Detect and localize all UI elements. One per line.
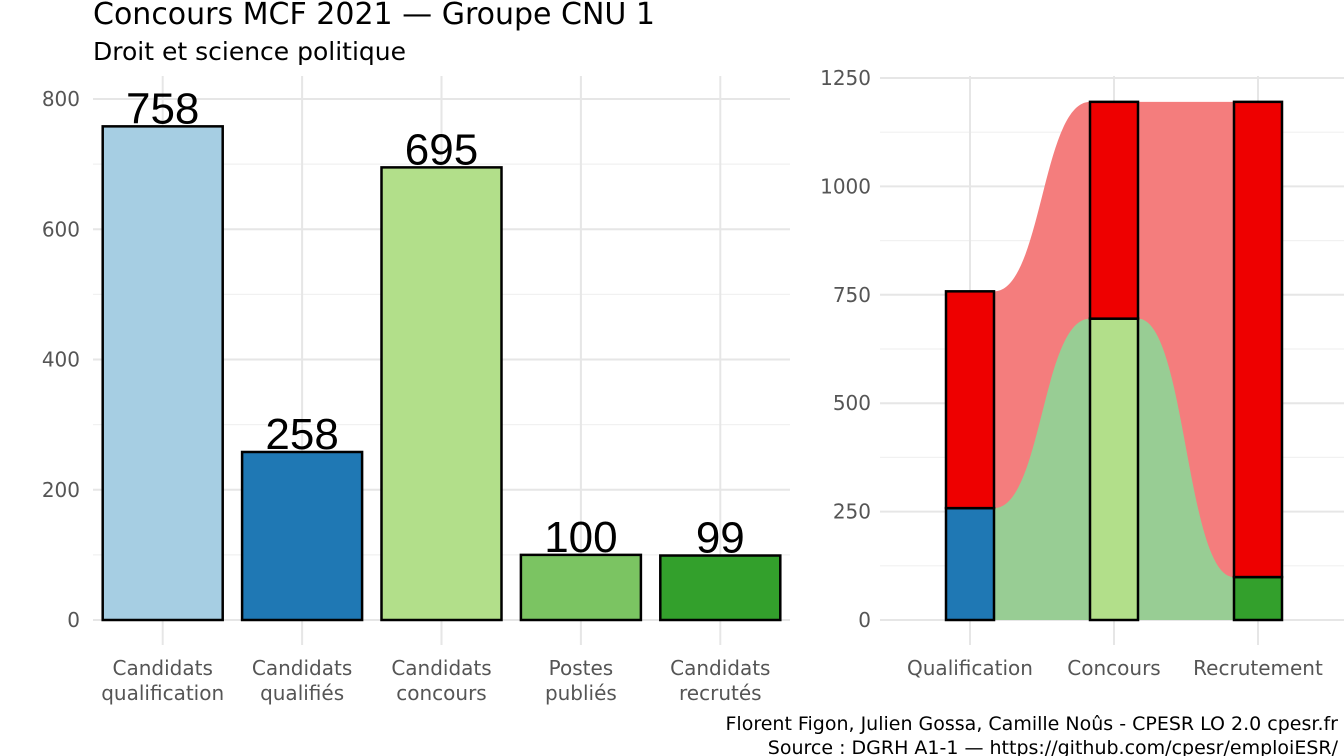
right-y-tick-label: 250 <box>833 500 871 524</box>
right-y-tick-label: 0 <box>858 608 871 632</box>
stacked-bar-upper <box>1088 100 1140 320</box>
x-tick-label: Candidats <box>391 656 491 680</box>
bar <box>659 554 782 622</box>
bar-value-label: 100 <box>544 513 617 562</box>
right-y-tick-label: 500 <box>833 391 871 415</box>
bar <box>519 553 643 622</box>
bar-value-label: 758 <box>126 84 199 133</box>
stacked-bar-lower <box>1088 317 1140 622</box>
caption-authors: Florent Figon, Julien Gossa, Camille Noû… <box>725 713 1338 735</box>
right-y-tick-label: 1250 <box>820 66 871 90</box>
bar <box>240 450 364 622</box>
left-y-tick-labels: 0 200 400 600 800 <box>42 87 80 632</box>
x-tick-label: Candidats <box>252 656 352 680</box>
stacked-bar-lower <box>944 506 996 622</box>
x-tick-label: publiés <box>545 681 617 705</box>
bar-value-label: 258 <box>265 410 338 459</box>
right-flow-panel: 0 250 500 750 1000 1250 Qualification Concours… <box>820 66 1344 680</box>
left-y-tick-label: 600 <box>42 217 80 241</box>
x-tick-label: Recrutement <box>1193 656 1323 680</box>
x-tick-label: qualification <box>101 681 224 705</box>
right-y-tick-labels: 0 250 500 750 1000 1250 <box>820 66 871 632</box>
right-y-tick-label: 1000 <box>820 174 871 198</box>
left-y-tick-label: 400 <box>42 348 80 372</box>
chart-subtitle: Droit et science politique <box>93 37 406 66</box>
right-category-labels: Qualification Concours Recrutement <box>907 656 1323 680</box>
x-tick-label: Candidats <box>113 656 213 680</box>
caption-source: Source : DGRH A1-1 — https://github.com/… <box>768 737 1339 756</box>
stacked-bar-lower <box>1232 575 1284 622</box>
left-bars <box>101 125 782 622</box>
x-tick-label: Concours <box>1067 656 1160 680</box>
stacked-bar-upper <box>1232 100 1284 579</box>
right-y-tick-label: 750 <box>833 283 871 307</box>
stacked-bar-upper <box>944 290 996 510</box>
x-tick-label: Candidats <box>670 656 770 680</box>
left-category-labels: CandidatsqualificationCandidatsqualifiés… <box>101 656 770 705</box>
right-stacked-bars <box>944 100 1284 622</box>
bar-value-label: 99 <box>696 514 745 563</box>
x-tick-label: Postes <box>549 656 614 680</box>
x-tick-label: recrutés <box>679 681 762 705</box>
x-tick-label: qualifiés <box>260 681 344 705</box>
x-tick-label: concours <box>396 681 486 705</box>
bar <box>101 125 224 622</box>
x-tick-label: Qualification <box>907 656 1033 680</box>
bar <box>380 166 503 622</box>
left-y-tick-label: 200 <box>42 478 80 502</box>
left-value-labels: 758 258 695 100 99 <box>126 84 745 562</box>
chart-title: Concours MCF 2021 — Groupe CNU 1 <box>93 0 655 32</box>
bar-value-label: 695 <box>405 125 478 174</box>
left-y-tick-label: 0 <box>67 608 80 632</box>
left-y-tick-label: 800 <box>42 87 80 111</box>
